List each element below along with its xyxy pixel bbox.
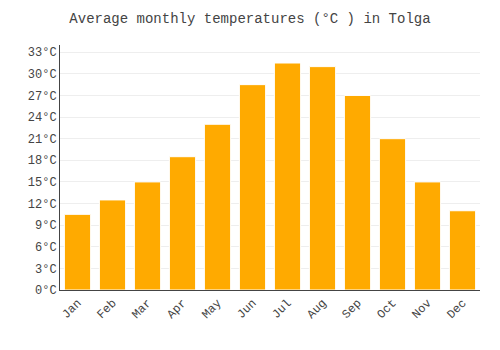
- svg-text:12°C: 12°C: [28, 198, 57, 212]
- svg-text:May: May: [199, 297, 224, 322]
- svg-text:21°C: 21°C: [28, 133, 57, 147]
- svg-text:24°C: 24°C: [28, 111, 57, 125]
- svg-text:Oct: Oct: [374, 297, 399, 322]
- svg-text:33°C: 33°C: [28, 46, 57, 60]
- svg-text:9°C: 9°C: [35, 219, 57, 233]
- svg-text:3°C: 3°C: [35, 263, 57, 277]
- svg-text:Nov: Nov: [409, 297, 434, 322]
- svg-text:Mar: Mar: [129, 297, 154, 322]
- svg-text:Dec: Dec: [444, 297, 469, 322]
- svg-text:Jul: Jul: [269, 297, 294, 322]
- svg-text:Sep: Sep: [339, 297, 364, 322]
- svg-text:Aug: Aug: [304, 297, 329, 322]
- svg-text:27°C: 27°C: [28, 90, 57, 104]
- svg-text:15°C: 15°C: [28, 176, 57, 190]
- svg-text:Jun: Jun: [234, 297, 259, 322]
- svg-text:Average monthly temperatures (: Average monthly temperatures (°C ) in To…: [69, 11, 430, 27]
- svg-text:0°C: 0°C: [35, 284, 57, 298]
- svg-text:Apr: Apr: [164, 297, 189, 322]
- svg-text:Jan: Jan: [59, 297, 84, 322]
- svg-text:6°C: 6°C: [35, 241, 57, 255]
- svg-text:18°C: 18°C: [28, 154, 57, 168]
- svg-text:Feb: Feb: [94, 297, 119, 322]
- svg-text:30°C: 30°C: [28, 68, 57, 82]
